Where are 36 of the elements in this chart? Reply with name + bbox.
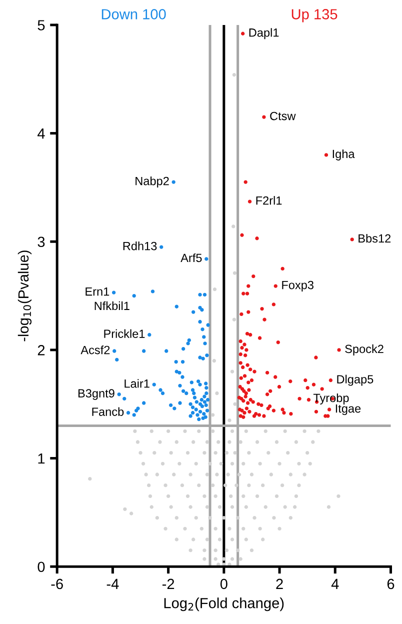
annotation: Nfkbil1 bbox=[94, 301, 130, 310]
x-tick-label: 6 bbox=[387, 578, 394, 590]
y-axis-title: -log$_{10}$(Pvalue) bbox=[18, 250, 32, 342]
annotation: Foxp3 bbox=[282, 280, 314, 292]
annotation: Dlgap5 bbox=[337, 374, 374, 386]
annotation: Itgae bbox=[336, 404, 361, 416]
x-tick-label: 4 bbox=[331, 578, 339, 589]
y-tick-label: 3 bbox=[38, 236, 45, 248]
text: Up 135 bbox=[292, 9, 338, 22]
x-tick-label: -4 bbox=[106, 578, 119, 589]
annotation: Ern1 bbox=[86, 287, 110, 296]
annotation: Ctsw bbox=[270, 112, 296, 120]
x-tick-label: 0 bbox=[220, 578, 228, 590]
x-tick-label: 2 bbox=[276, 578, 283, 589]
annotation: Arf5 bbox=[180, 253, 202, 262]
x-tick-label: -6 bbox=[51, 578, 63, 590]
annotation: B3gnt9 bbox=[78, 389, 114, 400]
annotation: Igha bbox=[332, 149, 355, 160]
annotation: Dapl1 bbox=[249, 28, 279, 40]
y-tick-label: 0 bbox=[38, 562, 45, 572]
x-axis-title: Log$_{2}$(Fold change) bbox=[164, 598, 284, 612]
y-tick-label: 2 bbox=[38, 345, 45, 356]
annotation: Rdh13 bbox=[123, 242, 157, 250]
annotation: F2rl1 bbox=[256, 196, 282, 205]
annotation: Nabp2 bbox=[136, 176, 169, 188]
annotation: Lair1 bbox=[124, 379, 150, 388]
annotation: Fancb bbox=[92, 407, 124, 416]
y-tick-label: 1 bbox=[38, 454, 45, 464]
annotation: Acsf2 bbox=[80, 346, 110, 354]
annotation: Spock2 bbox=[345, 344, 384, 356]
annotation: Prickle1 bbox=[104, 329, 145, 338]
annotation: Bbs12 bbox=[358, 234, 391, 243]
x-tick-label: -2 bbox=[162, 578, 174, 589]
y-tick-label: 5 bbox=[38, 20, 45, 30]
y-tick-label: 4 bbox=[38, 128, 45, 139]
text: Down 100 bbox=[102, 9, 166, 20]
